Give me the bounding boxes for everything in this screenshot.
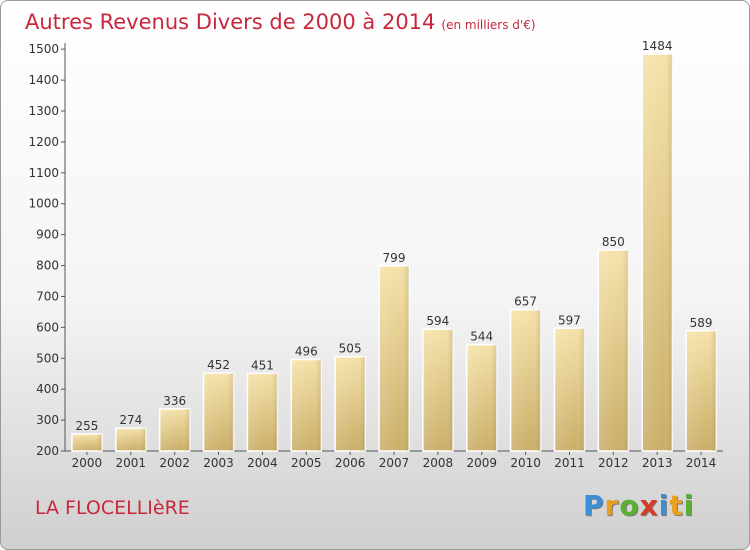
bar-shade	[247, 373, 278, 451]
y-tick-label: 1500	[28, 42, 59, 56]
x-tick-label: 2013	[642, 456, 673, 470]
bar-shade	[598, 250, 629, 451]
y-tick-label: 700	[36, 289, 59, 303]
logo-letter: x	[639, 489, 659, 522]
x-tick-label: 2001	[116, 456, 147, 470]
data-label: 799	[383, 251, 406, 265]
data-label: 451	[251, 358, 274, 372]
x-tick-label: 2011	[554, 456, 585, 470]
logo-letter: i	[658, 489, 670, 522]
logo-letter: o	[619, 489, 640, 522]
x-tick-label: 2003	[203, 456, 234, 470]
bars	[71, 53, 717, 452]
logo-letter: P	[583, 489, 605, 522]
value-labels: 255 274 336 452 451 496 505 799 594 544 657 597 850 1…	[75, 39, 712, 433]
bar-shade	[335, 356, 366, 451]
y-tick-label: 1400	[28, 73, 59, 87]
data-label: 657	[514, 295, 537, 309]
x-tick-label: 2006	[335, 456, 366, 470]
data-label: 544	[470, 330, 493, 344]
x-tick-label: 2009	[466, 456, 497, 470]
y-tick-label: 400	[36, 382, 59, 396]
data-label: 274	[119, 413, 142, 427]
x-tick-label: 2004	[247, 456, 278, 470]
x-tick-label: 2014	[686, 456, 717, 470]
logo-letter: t	[669, 489, 684, 522]
logo-letter: r	[604, 489, 620, 522]
bar-shade	[422, 329, 453, 451]
x-tick-label: 2008	[423, 456, 454, 470]
x-tick-label: 2010	[510, 456, 541, 470]
bar-shade	[159, 408, 190, 451]
logo-letter: i	[683, 489, 695, 522]
y-tick-label: 800	[36, 259, 59, 273]
y-tick-label: 600	[36, 320, 59, 334]
chart-title-main: Autres Revenus Divers de 2000 à 2014	[25, 10, 436, 34]
commune-name: LA FLOCELLIèRE	[35, 497, 190, 519]
y-tick-label: 500	[36, 351, 59, 365]
bar-shade	[686, 330, 717, 451]
chart-title-unit: (en milliers d'€)	[441, 18, 536, 32]
data-label: 496	[295, 345, 318, 359]
y-tick-label: 200	[36, 444, 59, 458]
y-tick-label: 1200	[28, 135, 59, 149]
bar-shade	[466, 344, 497, 451]
bar-shade	[510, 309, 541, 451]
bar-shade	[71, 434, 102, 451]
data-label: 255	[75, 419, 98, 433]
y-tick-label: 1100	[28, 166, 59, 180]
x-tick-label: 2012	[598, 456, 629, 470]
bar-shade	[379, 265, 409, 451]
data-label: 505	[339, 342, 362, 356]
data-label: 597	[558, 313, 581, 327]
bar-shade	[291, 359, 322, 451]
data-label: 1484	[642, 39, 673, 53]
y-tick-label: 1000	[28, 197, 59, 211]
x-tick-label: 2005	[291, 456, 322, 470]
proxiti-logo: Proxiti	[583, 489, 694, 522]
data-label: 336	[163, 394, 186, 408]
y-tick-label: 300	[36, 413, 59, 427]
x-tick-label: 2000	[72, 456, 103, 470]
x-tick-label: 2007	[379, 456, 410, 470]
y-tick-label: 900	[36, 228, 59, 242]
bar-shade	[203, 373, 234, 451]
bar-shade	[554, 328, 585, 451]
chart-title: Autres Revenus Divers de 2000 à 2014 (en …	[25, 10, 536, 34]
data-label: 850	[602, 235, 625, 249]
bar-shade	[642, 54, 673, 452]
data-label: 452	[207, 358, 230, 372]
x-tick-label: 2002	[159, 456, 190, 470]
y-tick-label: 1300	[28, 104, 59, 118]
data-label: 594	[426, 314, 449, 328]
axes: 200 300 400 500 600 700 800 900 1000 1100 1200 1300…	[28, 42, 723, 470]
bar-shade	[115, 428, 146, 451]
data-label: 589	[690, 316, 713, 330]
